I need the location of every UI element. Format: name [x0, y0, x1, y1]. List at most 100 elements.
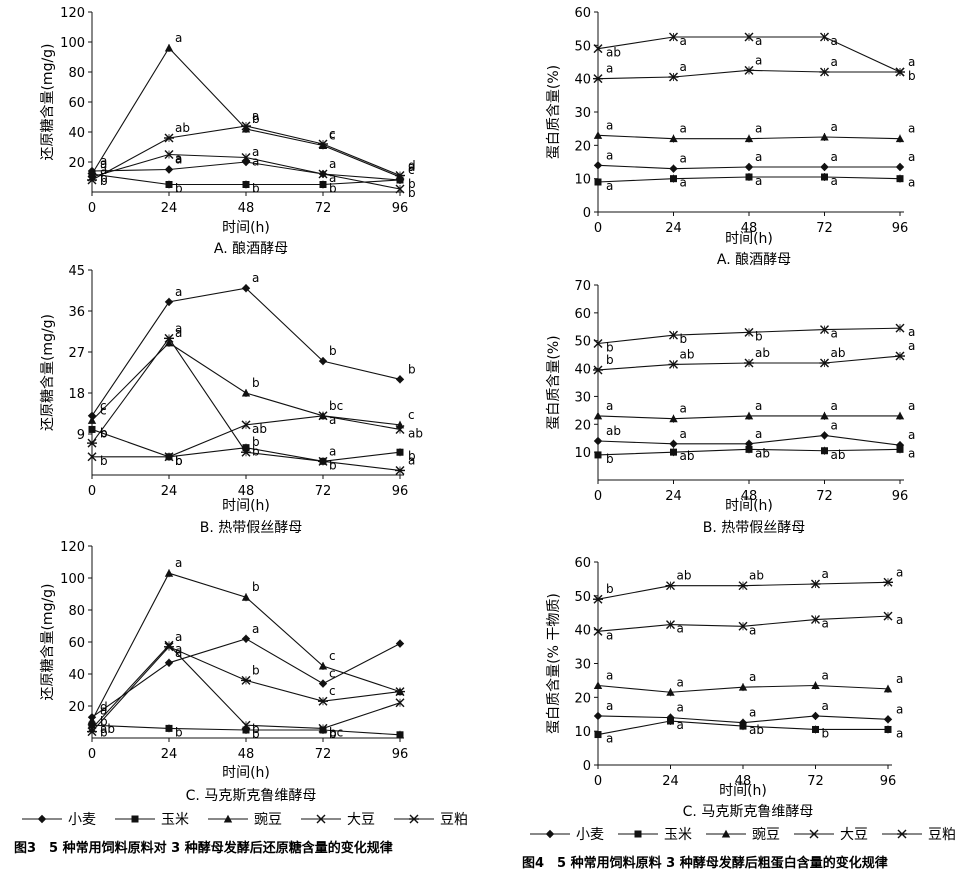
y-axis-label: 蛋白质含量(% 干物质)	[546, 593, 562, 734]
y-tick-label: 100	[60, 36, 85, 51]
data-point	[319, 181, 327, 188]
y-tick-label: 36	[68, 305, 85, 320]
data-point	[744, 65, 754, 75]
y-tick-label: 20	[574, 139, 591, 154]
significance-label: c	[329, 129, 336, 143]
significance-label: d	[408, 159, 416, 173]
significance-label: a	[896, 613, 903, 627]
chart-f3c: 20 40 60 80 100 120 0 24 48 72 96 时间(h) 还原糖含量(mg/g) C…	[40, 540, 408, 804]
significance-label: a	[175, 153, 182, 167]
significance-label: a	[252, 145, 259, 159]
y-tick-label: 30	[574, 106, 591, 121]
significance-label: a	[677, 701, 684, 715]
chart-f3a: 20 40 60 80 100 120 0 24 48 72 96 时间(h) 还原糖含量(mg/g) A…	[40, 6, 416, 257]
legend-label: 豆粕	[440, 812, 468, 828]
data-point	[667, 717, 674, 725]
data-point	[883, 715, 893, 724]
y-axis-label: 还原糖含量(mg/g)	[40, 583, 56, 700]
significance-label: a	[680, 60, 687, 74]
data-point	[318, 661, 328, 670]
data-point	[744, 358, 754, 368]
chart-title: A. 酿酒酵母	[214, 241, 288, 257]
significance-label: a	[408, 453, 415, 467]
data-point	[241, 284, 251, 293]
significance-label: a	[680, 402, 687, 416]
y-tick-label: 40	[574, 363, 591, 378]
data-point	[164, 333, 174, 343]
y-tick-label: 9	[77, 428, 85, 443]
data-point	[593, 411, 603, 420]
data-point	[895, 162, 905, 172]
data-point	[745, 173, 753, 181]
significance-label: a	[677, 718, 684, 732]
data-point	[318, 456, 328, 466]
significance-label: a	[831, 150, 838, 164]
data-point	[594, 451, 602, 459]
x-axis-label: 时间(h)	[725, 498, 773, 514]
x-tick-label: 48	[238, 484, 255, 499]
legend-label: 大豆	[347, 812, 375, 828]
series-line	[91, 125, 401, 181]
significance-label: b	[252, 580, 260, 594]
significance-label: a	[175, 646, 182, 660]
significance-label: b	[680, 332, 688, 346]
significance-label: a	[100, 703, 107, 717]
y-tick-label: 0	[583, 206, 591, 221]
chart-title: C. 马克斯克鲁维酵母	[186, 788, 317, 804]
significance-label: ab	[606, 424, 621, 438]
data-point	[242, 181, 250, 188]
y-tick-label: 80	[68, 66, 85, 81]
significance-label: a	[329, 413, 336, 427]
data-point	[87, 175, 97, 185]
x-tick-label: 24	[665, 489, 682, 504]
data-point	[593, 74, 603, 84]
y-tick-label: 60	[68, 636, 85, 651]
legend-item: 小麦	[22, 812, 96, 828]
x-tick-label: 24	[665, 221, 682, 236]
data-point	[396, 731, 404, 739]
y-tick-label: 27	[68, 346, 85, 361]
legend-marker	[545, 829, 555, 839]
significance-label: a	[755, 150, 762, 164]
data-point	[884, 725, 892, 733]
data-point	[744, 162, 754, 172]
chart-f4b: 10 20 30 40 50 60 70 0 24 48 72 96 时间(h) 蛋白质含量(%) B. 热…	[546, 279, 915, 536]
data-point	[164, 642, 174, 652]
legend-item: 豆粕	[394, 812, 468, 828]
significance-label: a	[680, 34, 687, 48]
x-axis-label: 时间(h)	[725, 231, 773, 247]
data-point	[820, 162, 829, 172]
legend-marker	[409, 814, 419, 824]
legend-item: 豌豆	[706, 827, 780, 843]
data-point	[593, 436, 603, 446]
y-tick-label: 60	[574, 556, 591, 571]
series-line	[91, 342, 401, 426]
legend-label: 小麦	[576, 827, 604, 843]
significance-label: ab	[680, 347, 695, 361]
significance-label: a	[606, 628, 613, 642]
data-point	[241, 157, 251, 167]
y-tick-label: 70	[574, 279, 591, 294]
significance-label: ab	[677, 569, 692, 583]
x-tick-label: 0	[88, 201, 96, 216]
data-point	[241, 420, 251, 430]
significance-label: a	[831, 418, 838, 432]
data-point	[594, 731, 602, 739]
significance-label: ab	[749, 723, 764, 737]
x-tick-label: 24	[662, 774, 679, 789]
x-tick-label: 72	[315, 747, 332, 762]
significance-label: c	[100, 399, 107, 413]
y-tick-label: 40	[68, 668, 85, 683]
data-point	[318, 723, 328, 733]
data-point	[164, 569, 174, 577]
significance-label: b	[175, 182, 183, 196]
significance-label: a	[822, 567, 829, 581]
data-point	[670, 175, 677, 183]
legend-marker	[897, 829, 907, 839]
